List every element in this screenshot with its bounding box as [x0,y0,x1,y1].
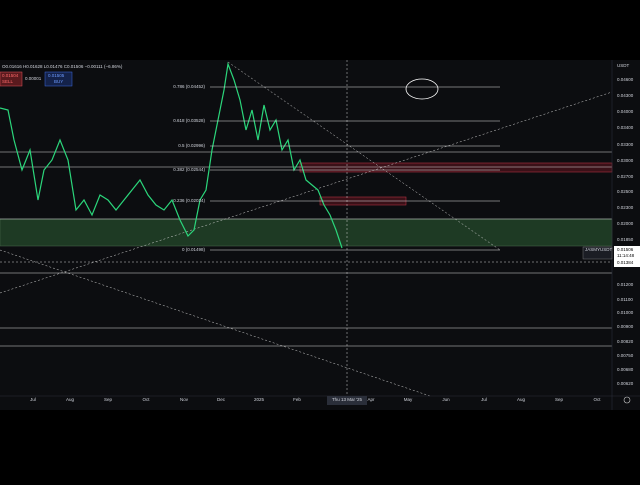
crosshair-price: 0.01384 [617,260,634,265]
price-label: 0.03000 [617,158,634,163]
symbol: JASMYUSDT [585,247,613,252]
fib-label: 0.618 (0.03528) [173,118,205,123]
crosshair-date: Thu 13 Mar '25 [332,397,363,402]
buy-label[interactable]: BUY [54,79,63,84]
time-axis: Jul Aug Sep Oct Nov Dec 2025 Feb Apr May Jun Jul Aug… [30,397,601,402]
price-label: 0.02300 [617,205,634,210]
fib-label: 0.5 (0.02996) [178,143,205,148]
price-label: 0.00620 [617,381,634,386]
sell-price[interactable]: 0.01504 [2,73,19,78]
horizontal-lines [0,151,612,347]
time-label: Apr [367,397,375,402]
last-price-tag [614,246,640,260]
fib-levels: 0.786 (0.04452) 0.618 (0.03528) 0.5 (0.029… [173,84,500,252]
time-label: Jul [481,397,487,402]
countdown: 11:14:48 [617,253,635,258]
price-label: 0.04000 [617,109,634,114]
ohlc: O0.01616 H0.01628 L0.01476 C0.01506 −0.0… [2,64,123,69]
last-price: 0.01506 [617,247,634,252]
time-label: Feb [293,397,301,402]
time-label: Oct [593,397,601,402]
price-label: 0.00900 [617,324,634,329]
buy-price[interactable]: 0.01505 [48,73,65,78]
price-label: 0.03400 [617,125,634,130]
price-label: 0.00680 [617,367,634,372]
symbol-tag [582,246,613,260]
support-zone [0,218,613,247]
fib-label: 0.236 (0.02034) [173,198,205,203]
price-label: 0.04600 [617,77,634,82]
price-label: 0.02700 [617,174,634,179]
price-label: 0.01850 [617,237,634,242]
time-label: Aug [66,397,75,402]
time-label: Sep [104,397,113,402]
time-label: Dec [217,397,226,402]
price-label: 0.00750 [617,353,634,358]
crosshair-price-tag [614,259,640,267]
crosshair-date-tag [327,396,367,405]
trend-lines [0,60,613,400]
fib-label: 0 (0.01498) [182,247,206,252]
circle-drawing [405,78,439,100]
fib-label: 0.382 (0.02544) [173,167,205,172]
time-label: Aug [517,397,526,402]
settings-button[interactable] [623,396,631,404]
time-label: Jun [442,397,450,402]
sell-label[interactable]: SELL [2,79,14,84]
sell-button[interactable] [0,71,23,87]
time-label: May [404,397,413,402]
price-label: 0.01000 [617,310,634,315]
price-path [0,61,343,249]
price-label: 0.04300 [617,93,634,98]
price-label: 0.00820 [617,339,634,344]
buy-button[interactable] [44,71,73,87]
fib-label: 0.786 (0.04452) [173,84,205,89]
currency[interactable]: USDT [617,63,630,68]
spread: 0.00001 [25,76,42,81]
price-label: 0.02000 [617,221,634,226]
time-label: Nov [180,397,189,402]
price-label: 0.01200 [617,282,634,287]
time-label: 2025 [254,397,265,402]
price-label: 0.01100 [617,297,633,302]
time-label: Sep [555,397,564,402]
price-label: 0.02500 [617,189,634,194]
time-label: Jul [30,397,36,402]
price-label: 0.03300 [617,142,634,147]
time-label: Oct [142,397,150,402]
